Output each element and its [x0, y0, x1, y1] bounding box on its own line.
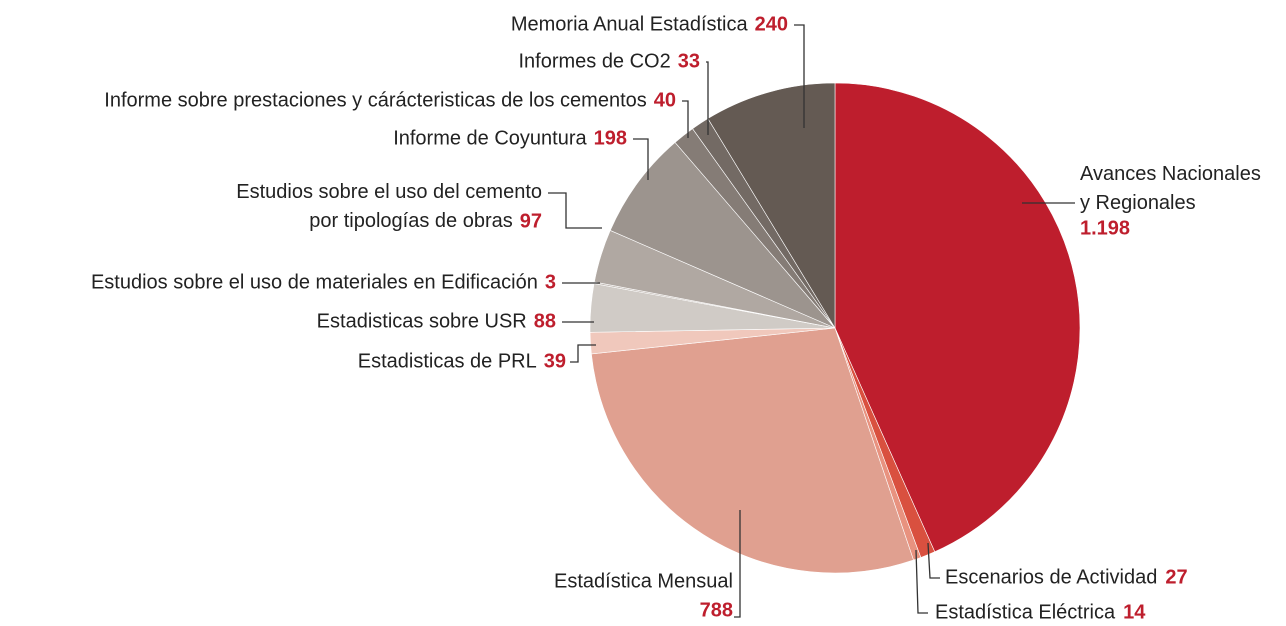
leader-line	[734, 510, 741, 618]
value-label: 33	[678, 50, 700, 72]
value-label: 40	[654, 89, 676, 111]
slice-label: Estadisticas de PRL	[358, 350, 537, 372]
value-label: 788	[700, 599, 733, 621]
pie-slice	[609, 141, 836, 329]
pie-slice	[591, 327, 914, 574]
pie-slice	[707, 82, 836, 330]
value-label: 3	[545, 271, 556, 293]
value-label: 27	[1165, 566, 1187, 588]
value-label: 1.198	[1080, 217, 1130, 239]
leader-line	[706, 61, 709, 135]
value-label: 97	[520, 210, 542, 232]
value-label: 240	[755, 13, 788, 35]
pie-slice	[834, 82, 1081, 553]
value-label: 198	[594, 127, 627, 149]
slice-label: Estudios sobre el uso del cemento por tip…	[236, 181, 542, 232]
leader-line	[794, 24, 805, 128]
leader-line	[548, 192, 602, 229]
leader-line	[633, 138, 649, 180]
leader-line	[682, 100, 689, 138]
slice-label: Informes de CO2	[518, 50, 670, 72]
value-label: 88	[534, 310, 556, 332]
leader-line	[915, 549, 928, 614]
value-label: 14	[1123, 601, 1146, 623]
slice-label: Informe de Coyuntura	[393, 127, 587, 149]
value-label: 39	[544, 350, 566, 372]
slice-label: Estadística Eléctrica	[935, 601, 1116, 623]
slice-label: Estadisticas sobre USR	[317, 310, 527, 332]
slice-label: Estadística Mensual	[554, 570, 733, 592]
slice-label: Informe sobre prestaciones y cárácterist…	[104, 89, 646, 111]
leader-line	[570, 344, 596, 363]
slice-label: Avances Nacionales y Regionales	[1080, 163, 1261, 214]
leader-line	[927, 542, 940, 579]
slice-label: Memoria Anual Estadística	[511, 13, 749, 35]
slice-label: Estudios sobre el uso de materiales en E…	[91, 271, 538, 293]
slice-label: Escenarios de Actividad	[945, 566, 1157, 588]
